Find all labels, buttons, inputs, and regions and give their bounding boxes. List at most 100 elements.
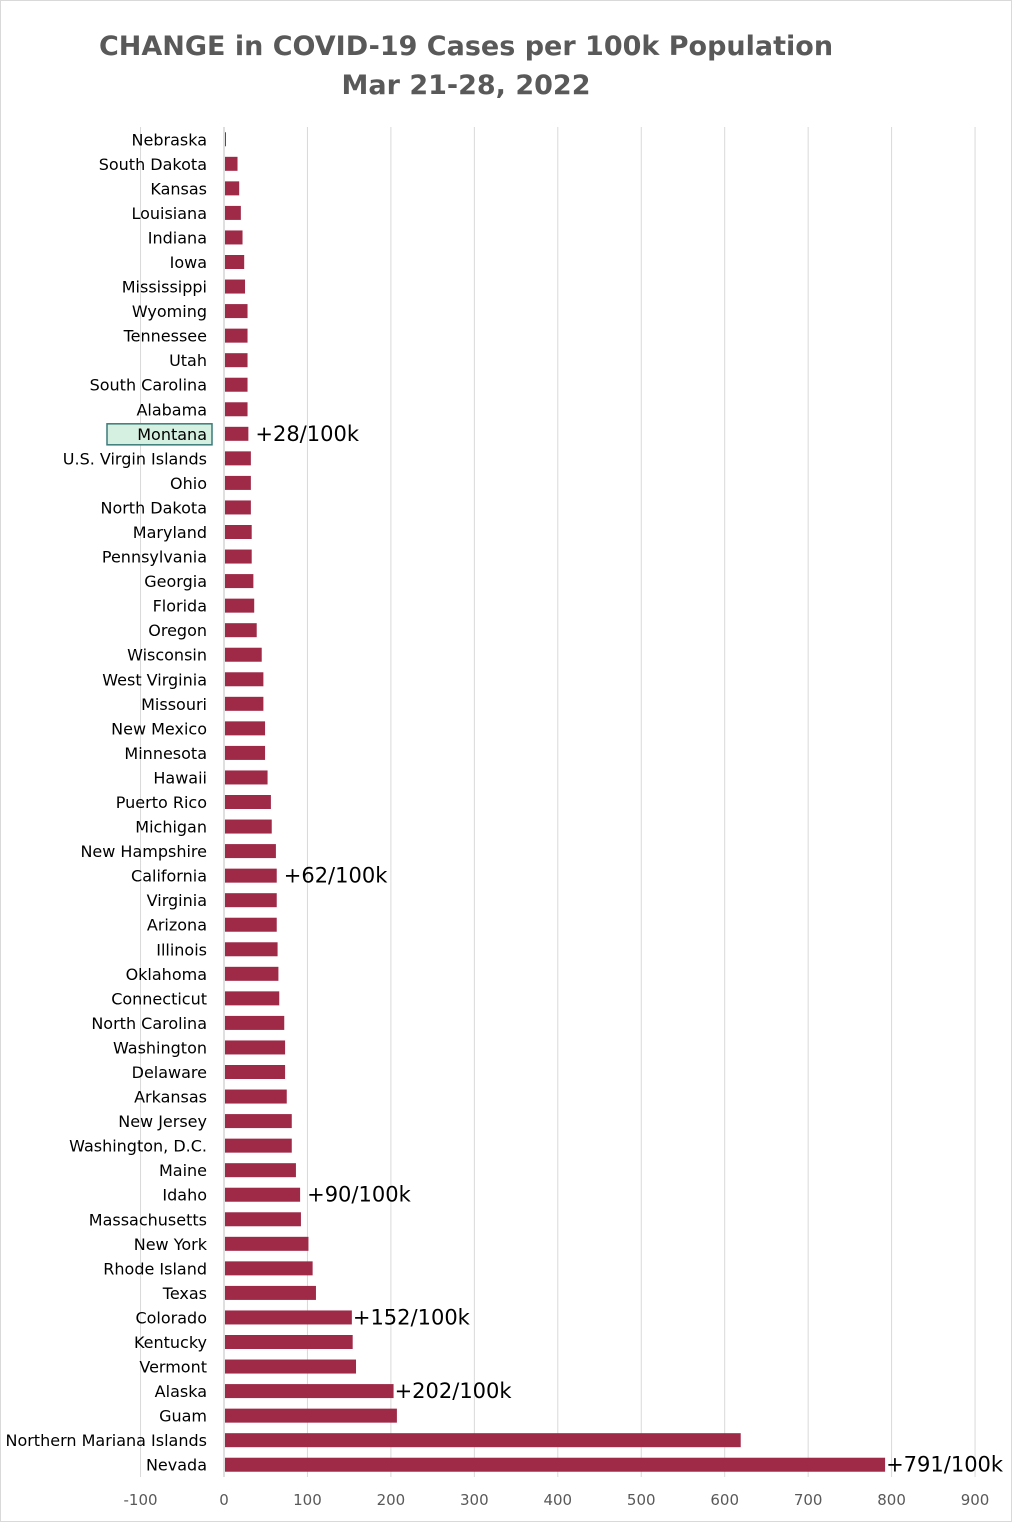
category-label: New Jersey xyxy=(118,1112,207,1131)
bar xyxy=(225,549,252,564)
bar xyxy=(225,525,252,539)
bar xyxy=(225,1310,352,1325)
category-label: Oregon xyxy=(148,621,207,640)
highlight-box xyxy=(106,423,213,446)
bar xyxy=(225,819,272,834)
bar xyxy=(225,1089,287,1104)
category-label: Montana xyxy=(137,425,207,444)
category-label: Colorado xyxy=(135,1308,207,1327)
bar xyxy=(225,500,251,515)
category-label: Puerto Rico xyxy=(116,793,207,812)
category-label: North Carolina xyxy=(91,1014,207,1033)
bar xyxy=(225,1015,285,1030)
bar xyxy=(225,1433,741,1448)
category-label: South Dakota xyxy=(99,155,207,174)
category-label: New Mexico xyxy=(111,719,207,738)
category-label: Florida xyxy=(153,597,207,616)
x-tick-label: 0 xyxy=(219,1491,229,1509)
category-label: Alabama xyxy=(136,400,207,419)
category-label: Wyoming xyxy=(132,302,207,321)
category-label: Kansas xyxy=(150,179,207,198)
category-label: Maine xyxy=(159,1161,207,1180)
bar xyxy=(225,1212,301,1227)
category-label: South Carolina xyxy=(90,376,207,395)
x-tick-label: 300 xyxy=(460,1491,489,1509)
bar xyxy=(225,770,268,785)
category-label: Wisconsin xyxy=(127,646,207,665)
bar xyxy=(225,623,257,638)
x-tick-label: 200 xyxy=(377,1491,406,1509)
category-label: Mississippi xyxy=(122,278,207,297)
bar xyxy=(225,942,278,957)
chart-frame: CHANGE in COVID-19 Cases per 100k Popula… xyxy=(0,0,1012,1522)
category-label: Oklahoma xyxy=(126,965,207,984)
bar xyxy=(225,795,271,809)
bar xyxy=(225,1138,292,1153)
x-tick-label: 100 xyxy=(293,1491,322,1509)
category-label: Nebraska xyxy=(132,130,207,149)
category-label: Georgia xyxy=(144,572,207,591)
bar xyxy=(225,304,248,319)
category-label: Pennsylvania xyxy=(102,548,207,567)
value-annotation: +28/100k xyxy=(255,422,359,446)
chart-title: CHANGE in COVID-19 Cases per 100k Popula… xyxy=(98,31,834,62)
category-label: Virginia xyxy=(147,891,207,910)
category-label: Washington, D.C. xyxy=(69,1137,207,1156)
bar xyxy=(225,181,240,196)
category-label: Maryland xyxy=(133,523,207,542)
bar xyxy=(225,917,277,932)
category-label: Texas xyxy=(162,1284,207,1303)
bar xyxy=(225,1236,309,1251)
bar xyxy=(225,598,255,613)
bar xyxy=(225,156,238,171)
x-tick-label: 900 xyxy=(961,1491,990,1509)
x-tick-label: 400 xyxy=(543,1491,572,1509)
category-label: Arkansas xyxy=(134,1088,207,1107)
bar xyxy=(225,991,280,1006)
bar xyxy=(225,475,251,490)
bar xyxy=(225,1408,397,1423)
bar xyxy=(225,1187,301,1202)
category-label: Michigan xyxy=(135,818,207,837)
category-label: Massachusetts xyxy=(89,1210,207,1229)
bar xyxy=(225,1163,296,1178)
category-label: Hawaii xyxy=(153,768,207,787)
category-label: Minnesota xyxy=(124,744,207,763)
category-label: Nevada xyxy=(146,1456,207,1475)
bar xyxy=(225,1359,357,1374)
bar xyxy=(225,1261,313,1276)
bar xyxy=(225,426,249,441)
bar xyxy=(225,230,243,245)
category-label: Louisiana xyxy=(131,204,207,223)
category-label: Idaho xyxy=(162,1186,207,1205)
x-tick-label: 500 xyxy=(627,1491,656,1509)
bar xyxy=(225,721,266,736)
bar xyxy=(225,1114,292,1129)
value-annotation: +90/100k xyxy=(307,1183,411,1207)
x-tick-label: 600 xyxy=(710,1491,739,1509)
bar xyxy=(225,745,266,760)
chart-subtitle: Mar 21-28, 2022 xyxy=(341,70,591,101)
category-label: Missouri xyxy=(141,695,207,714)
bar xyxy=(225,574,254,589)
category-label: New York xyxy=(134,1235,208,1254)
bar xyxy=(225,132,226,147)
value-annotation: +62/100k xyxy=(284,864,388,888)
bar xyxy=(225,353,248,368)
category-label: Utah xyxy=(169,351,207,370)
value-annotation: +202/100k xyxy=(395,1379,513,1403)
bar xyxy=(225,1384,394,1399)
category-label: California xyxy=(131,867,207,886)
bar xyxy=(225,1285,316,1300)
x-tick-label: 800 xyxy=(877,1491,906,1509)
bar xyxy=(225,844,276,859)
bar xyxy=(225,255,245,269)
value-annotation: +791/100k xyxy=(886,1453,1004,1477)
bar xyxy=(225,451,251,466)
bar xyxy=(225,893,277,908)
category-label: New Hampshire xyxy=(80,842,207,861)
bar xyxy=(225,279,246,294)
bar xyxy=(225,205,241,220)
value-annotation: +152/100k xyxy=(353,1305,471,1329)
category-label: Tennessee xyxy=(123,327,207,346)
